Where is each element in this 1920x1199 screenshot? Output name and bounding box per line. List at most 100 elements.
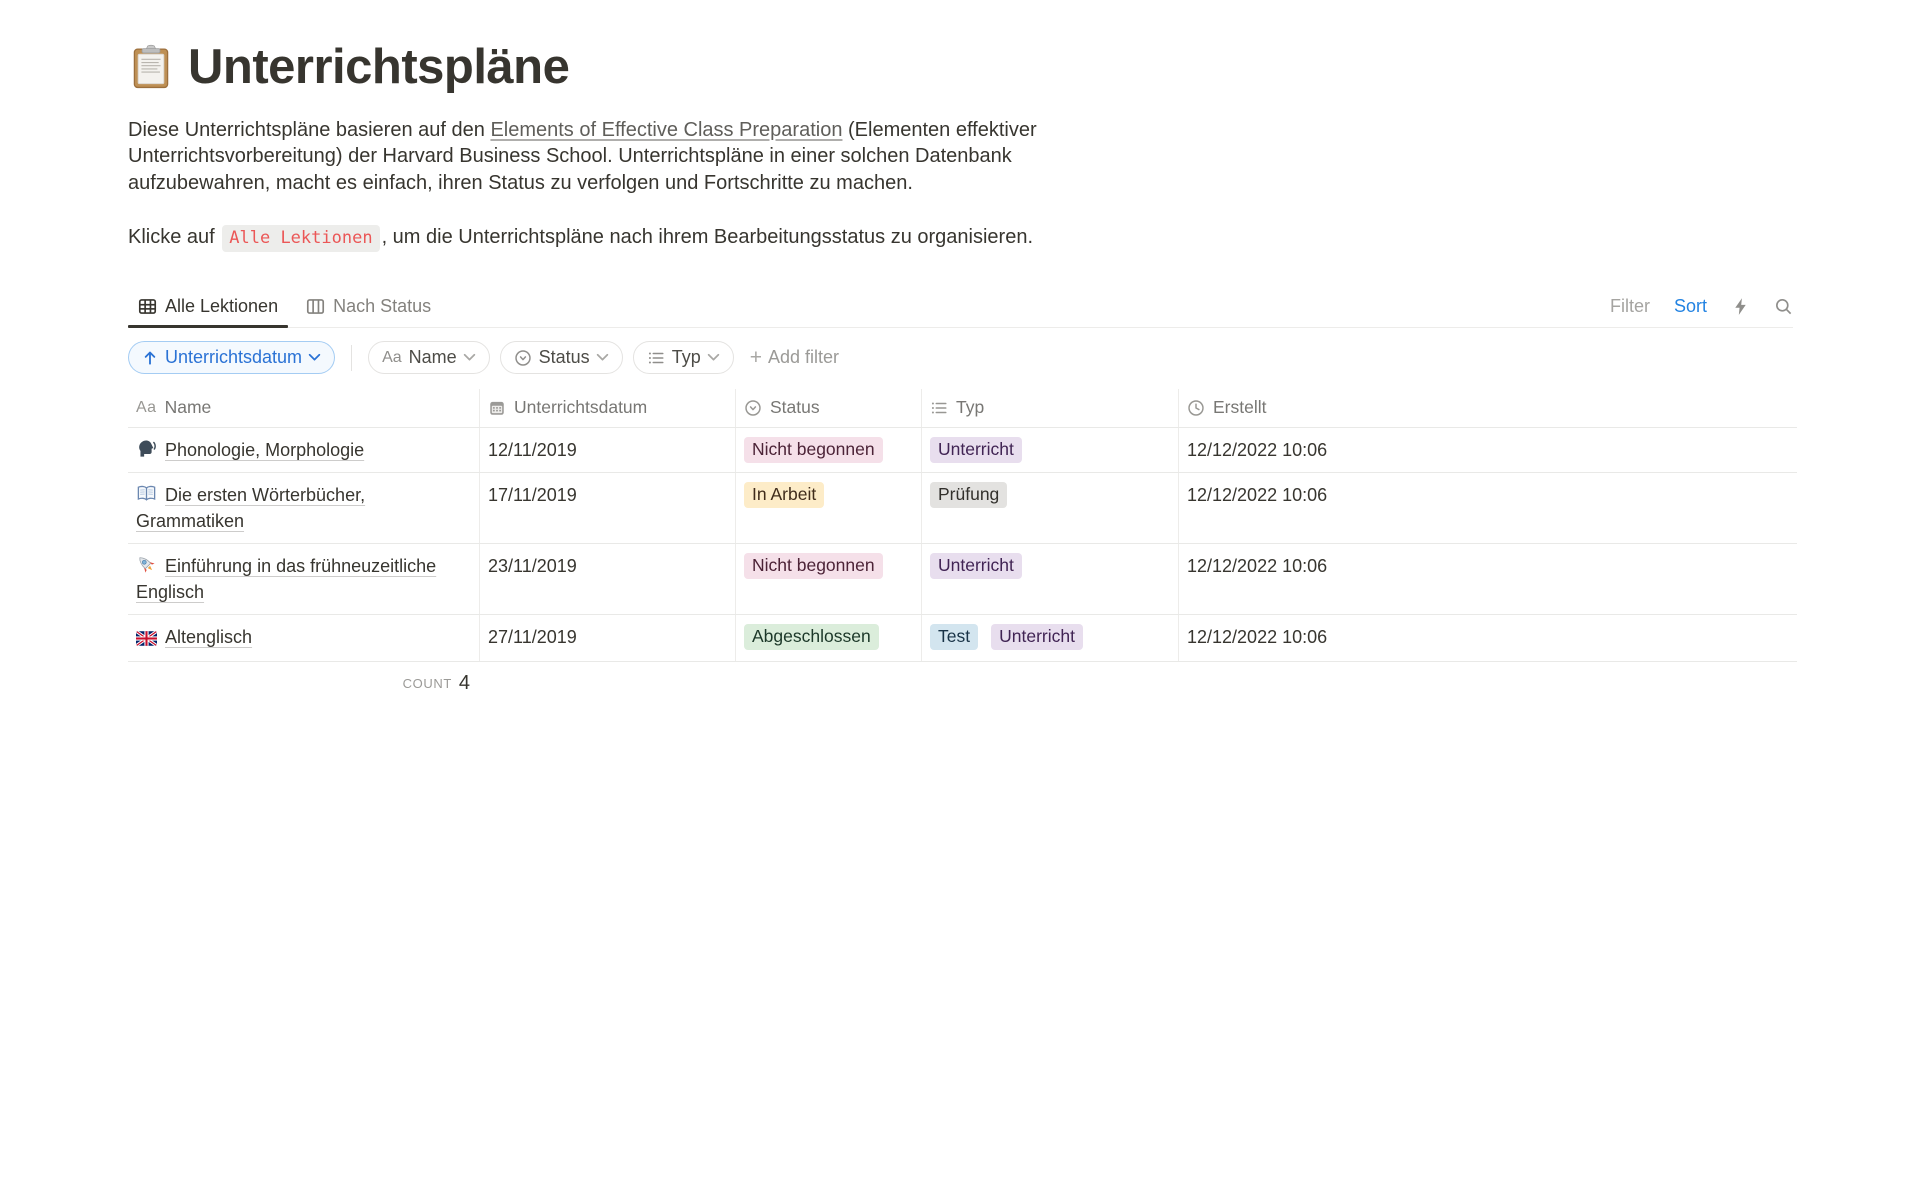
filter-chip-status[interactable]: Status xyxy=(499,341,623,375)
date-cell[interactable]: 17/11/2019 xyxy=(480,472,736,543)
harvard-doc-link[interactable]: Elements of Effective Class Preparation xyxy=(490,118,843,141)
tab-label: Alle Lektionen xyxy=(165,295,279,316)
list-icon xyxy=(647,349,665,367)
chevron-down-icon xyxy=(308,353,321,362)
lightning-icon[interactable] xyxy=(1731,297,1750,316)
column-header-status[interactable]: Status xyxy=(736,388,922,427)
tab-nach-status[interactable]: Nach Status xyxy=(296,286,441,327)
row-title[interactable]: Altenglisch xyxy=(165,626,253,647)
typ-badge: Unterricht xyxy=(930,436,1022,463)
status-cell[interactable]: Abgeschlossen xyxy=(736,614,922,661)
name-cell[interactable]: Phonologie, Morphologie xyxy=(128,427,480,472)
table-footer: COUNT 4 xyxy=(128,662,1797,706)
select-icon xyxy=(744,399,762,417)
chip-label: Typ xyxy=(671,347,701,368)
table-header-row: Aa Name Unterrichtsdatum xyxy=(128,388,1797,428)
status-badge: Nicht begonnen xyxy=(744,436,883,463)
chip-label: Status xyxy=(538,347,590,368)
status-cell[interactable]: Nicht begonnen xyxy=(736,543,922,614)
created-cell[interactable]: 12/12/2022 10:06 xyxy=(1187,626,1328,647)
column-header-name[interactable]: Aa Name xyxy=(128,388,480,427)
sort-button[interactable]: Sort xyxy=(1673,295,1707,316)
typ-cell[interactable]: Test Unterricht xyxy=(922,614,1179,661)
view-controls: Filter Sort xyxy=(1610,296,1793,317)
table-row: Altenglisch 27/11/2019 Abgeschlossen Tes… xyxy=(128,614,1797,662)
created-cell[interactable]: 12/12/2022 10:06 xyxy=(1187,439,1328,460)
row-title[interactable]: Einführung in das frühneuzeitliche Engli… xyxy=(136,555,437,602)
name-cell[interactable]: Einführung in das frühneuzeitliche Engli… xyxy=(128,543,480,614)
table-view-icon xyxy=(138,297,157,316)
typ-cell[interactable]: Prüfung xyxy=(922,472,1179,543)
notion-page: Unterrichtspläne Diese Unterrichtspläne … xyxy=(128,38,1797,706)
date-cell[interactable]: 27/11/2019 xyxy=(480,614,736,661)
tab-alle-lektionen[interactable]: Alle Lektionen xyxy=(128,286,289,328)
uk-flag-icon xyxy=(136,630,157,652)
select-icon xyxy=(514,349,532,367)
name-cell[interactable]: Altenglisch xyxy=(128,614,480,661)
column-label: Status xyxy=(770,397,820,418)
arrow-up-icon xyxy=(142,350,158,366)
typ-badge: Prüfung xyxy=(930,481,1008,508)
date-cell[interactable]: 23/11/2019 xyxy=(480,543,736,614)
sort-chip-unterrichtsdatum[interactable]: Unterrichtsdatum xyxy=(128,341,336,375)
created-cell[interactable]: 12/12/2022 10:06 xyxy=(1187,555,1328,576)
status-cell[interactable]: Nicht begonnen xyxy=(736,427,922,472)
calendar-icon xyxy=(488,399,506,417)
chips-divider xyxy=(351,344,353,371)
table-row: Phonologie, Morphologie 12/11/2019 Nicht… xyxy=(128,427,1797,473)
text-icon: Aa xyxy=(382,348,402,366)
column-header-unterrichtsdatum[interactable]: Unterrichtsdatum xyxy=(480,388,736,427)
table-row: Einführung in das frühneuzeitliche Engli… xyxy=(128,543,1797,615)
intro-text-after: (Elementen effektiver Unterrichtsvorbere… xyxy=(128,118,1037,194)
status-badge: In Arbeit xyxy=(744,481,825,508)
filter-button[interactable]: Filter xyxy=(1609,295,1650,316)
callout-paragraph: Klicke auf Alle Lektionen, um die Unterr… xyxy=(128,224,1140,253)
chip-label: Name xyxy=(408,347,457,368)
callout-text-before: Klicke auf xyxy=(128,226,221,249)
count-calculation[interactable]: COUNT 4 xyxy=(128,662,480,706)
column-label: Name xyxy=(164,397,212,418)
filter-chip-name[interactable]: Aa Name xyxy=(368,341,490,375)
row-title[interactable]: Phonologie, Morphologie xyxy=(165,439,365,460)
list-icon xyxy=(930,399,948,417)
page-title: Unterrichtspläne xyxy=(188,40,570,94)
count-label: COUNT xyxy=(402,676,452,692)
status-badge: Abgeschlossen xyxy=(744,623,879,650)
callout-text-after: , um die Unterrichtspläne nach ihrem Bea… xyxy=(381,226,1034,249)
column-label: Erstellt xyxy=(1213,397,1267,418)
board-view-icon xyxy=(306,297,325,316)
name-cell[interactable]: Die ersten Wörterbücher, Grammatiken xyxy=(128,472,480,543)
view-tabs: Alle Lektionen Nach Status xyxy=(128,286,441,328)
typ-cell[interactable]: Unterricht xyxy=(922,543,1179,614)
filter-chips-row: Unterrichtsdatum Aa Name xyxy=(128,341,1793,375)
status-cell[interactable]: In Arbeit xyxy=(736,472,922,543)
column-header-erstellt[interactable]: Erstellt xyxy=(1179,389,1797,427)
chevron-down-icon xyxy=(707,353,720,362)
row-title[interactable]: Die ersten Wörterbücher, Grammatiken xyxy=(136,484,366,531)
search-icon[interactable] xyxy=(1774,297,1793,316)
created-cell[interactable]: 12/12/2022 10:06 xyxy=(1187,484,1328,505)
intro-paragraph: Diese Unterrichtspläne basieren auf den … xyxy=(128,117,1140,197)
add-filter-button[interactable]: + Add filter xyxy=(750,347,839,368)
add-filter-label: Add filter xyxy=(767,347,840,368)
column-label: Unterrichtsdatum xyxy=(514,397,648,418)
speaking-head-icon xyxy=(136,438,157,459)
clipboard-icon[interactable] xyxy=(128,44,174,90)
column-label: Typ xyxy=(956,397,985,418)
typ-badge: Test xyxy=(930,623,979,650)
database-table: Aa Name Unterrichtsdatum xyxy=(128,388,1797,706)
filter-chip-typ[interactable]: Typ xyxy=(632,341,734,375)
inline-code-alle-lektionen: Alle Lektionen xyxy=(222,225,380,253)
column-header-typ[interactable]: Typ xyxy=(922,388,1179,427)
chevron-down-icon xyxy=(463,353,476,362)
plus-icon: + xyxy=(749,346,762,370)
text-icon: Aa xyxy=(136,398,157,416)
date-cell[interactable]: 12/11/2019 xyxy=(480,427,736,472)
sort-chip-label: Unterrichtsdatum xyxy=(165,347,303,368)
typ-cell[interactable]: Unterricht xyxy=(922,427,1179,472)
status-badge: Nicht begonnen xyxy=(744,552,883,579)
intro-text-before: Diese Unterrichtspläne basieren auf den xyxy=(128,118,491,141)
typ-badge: Unterricht xyxy=(991,623,1083,650)
view-tabbar: Alle Lektionen Nach Status Filter Sort xyxy=(128,286,1793,328)
page-header: Unterrichtspläne xyxy=(128,38,1793,97)
